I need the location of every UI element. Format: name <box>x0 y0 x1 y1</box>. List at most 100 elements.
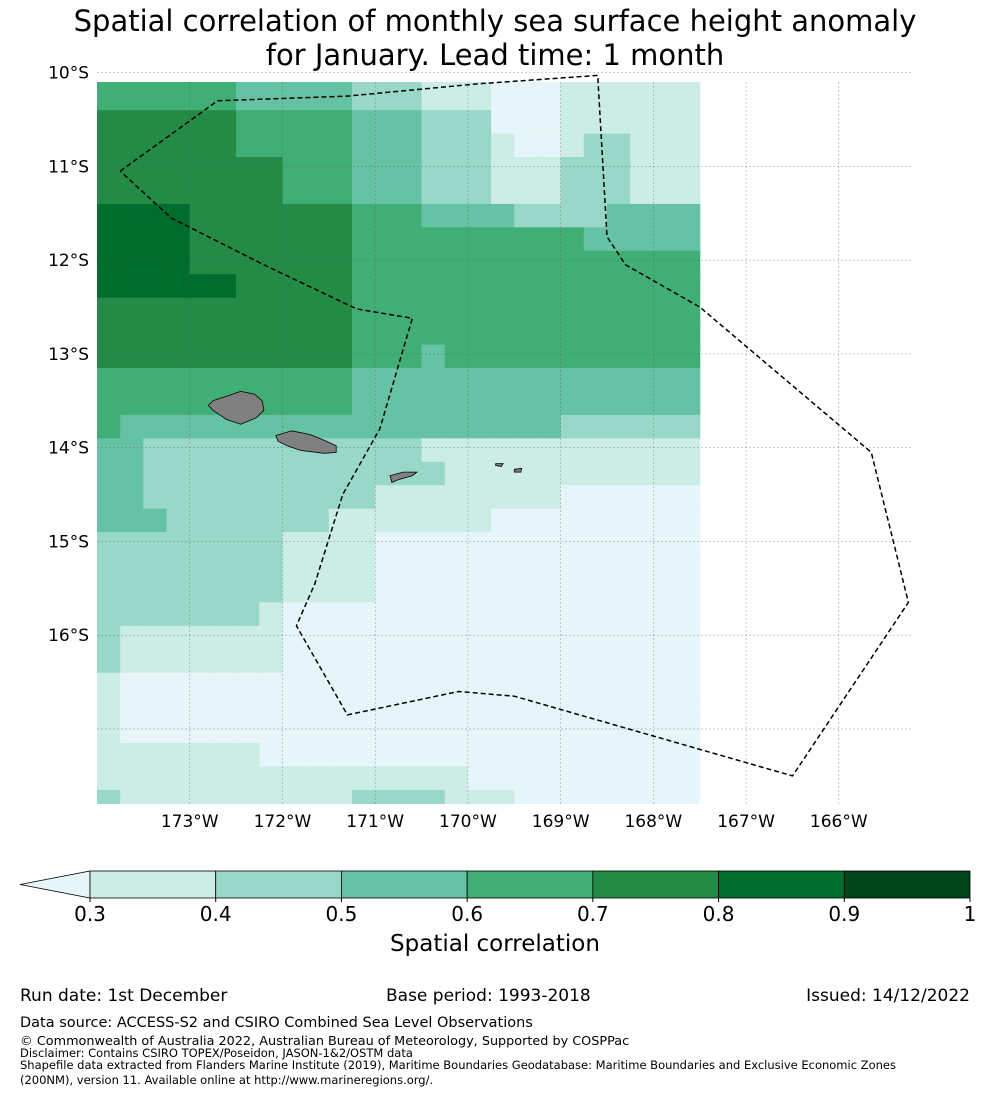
grid-cell <box>467 672 492 697</box>
grid-cell <box>653 696 678 721</box>
grid-cell <box>97 813 121 837</box>
grid-cell <box>491 719 515 744</box>
grid-cell <box>398 297 423 322</box>
grid-cell <box>560 743 585 768</box>
grid-cell <box>143 461 168 486</box>
grid-cell <box>352 438 376 463</box>
grid-cell <box>514 321 539 346</box>
grid-cell <box>514 578 539 604</box>
grid-cell <box>467 86 492 111</box>
grid-cell <box>583 508 608 533</box>
grid-cell <box>583 625 608 650</box>
grid-cell <box>444 743 469 768</box>
grid-cell <box>398 110 423 135</box>
grid-cell <box>398 789 423 804</box>
grid-cell <box>259 297 284 322</box>
grid-cell <box>537 743 562 768</box>
grid-cell <box>259 719 284 744</box>
grid-cell <box>305 485 330 510</box>
disclaimer-note: Disclaimer: Contains CSIRO TOPEX/Poseido… <box>20 1046 413 1060</box>
grid-cell <box>491 555 515 580</box>
colorbar-segment <box>215 870 342 899</box>
grid-cell <box>375 321 399 346</box>
grid-cell <box>259 672 284 697</box>
grid-cell <box>607 157 631 182</box>
grid-cell <box>120 555 144 580</box>
grid-cell <box>167 907 191 931</box>
grid-cell <box>444 625 469 650</box>
grid-cell <box>653 485 678 510</box>
grid-cell <box>537 789 562 804</box>
grid-cell <box>537 696 562 721</box>
grid-cell <box>560 414 585 439</box>
grid-cell <box>97 837 121 861</box>
grid-cell <box>444 766 469 791</box>
correlation-map-figure: 10°S11°S12°S13°S14°S15°S16°S 173°W 172°W 1… <box>19 64 976 931</box>
grid-cell <box>166 461 191 486</box>
colorbar-tick-label: 0.3 <box>74 902 106 926</box>
grid-cell <box>305 672 330 697</box>
grid-cell <box>328 133 353 158</box>
grid-cell <box>166 766 191 791</box>
grid-cell <box>514 414 539 439</box>
colorbar-tick-label: 0.7 <box>577 902 609 926</box>
grid-cell <box>421 578 446 604</box>
grid-cell <box>444 672 469 697</box>
grid-cell <box>676 532 701 557</box>
grid-cell <box>212 180 237 205</box>
grid-cell <box>421 743 446 768</box>
grid-cell <box>305 367 330 393</box>
grid-cell <box>328 672 353 697</box>
grid-cell <box>166 180 191 205</box>
grid-cell <box>166 274 191 299</box>
grid-cell <box>607 625 631 650</box>
grid-cell <box>143 743 168 768</box>
colorbar-tick-label: 0.4 <box>200 902 232 926</box>
grid-cell <box>282 391 307 416</box>
grid-cell <box>375 203 399 228</box>
grid-cell <box>444 250 469 275</box>
grid-cell <box>398 157 423 182</box>
grid-cell <box>676 203 701 228</box>
grid-cell <box>444 82 469 88</box>
grid-cell <box>189 367 214 393</box>
grid-cell <box>375 532 399 557</box>
grid-cell <box>236 274 260 299</box>
grid-cell <box>421 250 446 275</box>
grid-cell <box>236 508 260 533</box>
lat-label: 13°S <box>48 345 89 365</box>
grid-cell <box>305 227 330 252</box>
grid-cell <box>328 274 353 299</box>
grid-cell <box>514 907 538 931</box>
grid-cell <box>444 508 469 533</box>
grid-cell <box>514 719 539 744</box>
grid-cell <box>328 110 353 135</box>
grid-cell <box>607 649 631 674</box>
grid-cell <box>676 438 701 463</box>
grid-cell <box>212 250 237 275</box>
grid-cell <box>259 532 284 557</box>
grid-cell <box>607 555 631 580</box>
grid-cell <box>259 274 284 299</box>
grid-cell <box>375 625 399 650</box>
grid-cell <box>560 86 585 111</box>
grid-cell <box>375 485 399 510</box>
grid-cell <box>328 414 353 439</box>
grid-cell <box>143 907 167 931</box>
grid-cell <box>560 297 585 322</box>
grid-cell <box>444 391 469 416</box>
grid-cell <box>421 508 446 533</box>
grid-cell <box>97 82 121 88</box>
grid-cell <box>676 391 701 416</box>
grid-cell <box>212 133 237 158</box>
grid-cell <box>120 250 144 275</box>
grid-cell <box>630 719 654 744</box>
grid-cell <box>305 766 330 791</box>
grid-cell <box>97 250 121 275</box>
grid-cell <box>537 367 562 393</box>
grid-cell <box>236 907 260 931</box>
grid-cell <box>352 227 376 252</box>
grid-cell <box>236 438 260 463</box>
grid-cell <box>676 461 701 486</box>
grid-cell <box>514 82 539 88</box>
